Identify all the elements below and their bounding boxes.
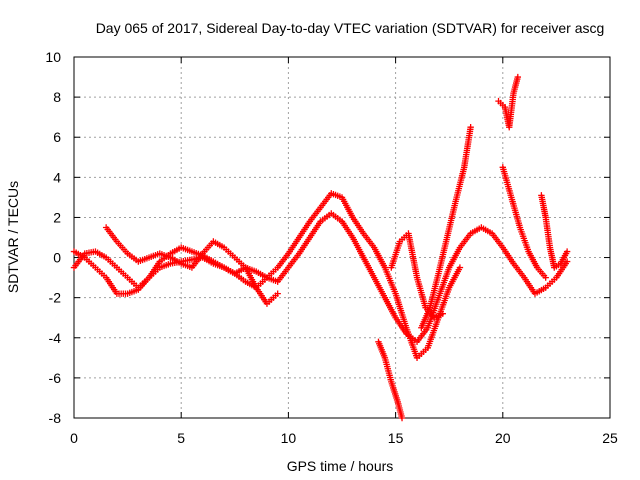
y-tick-label: 6 xyxy=(53,129,61,145)
y-tick-label: -6 xyxy=(49,370,62,386)
y-tick-label: -8 xyxy=(49,410,62,426)
x-tick-label: 20 xyxy=(495,430,511,446)
data-point xyxy=(439,310,446,317)
data-point xyxy=(398,414,406,422)
y-tick-label: 4 xyxy=(53,169,61,185)
x-tick-labels: 0 5 10 15 20 25 xyxy=(70,430,618,446)
y-tick-label: 0 xyxy=(53,250,61,266)
series-2 xyxy=(70,190,464,362)
series-4 xyxy=(375,338,406,422)
y-tick-label: -4 xyxy=(49,330,62,346)
y-tick-label: 8 xyxy=(53,89,61,105)
series-5 xyxy=(418,123,474,331)
x-tick-label: 15 xyxy=(388,430,404,446)
y-axis-label: SDTVAR / TECUs xyxy=(5,181,21,293)
data-point xyxy=(456,264,464,271)
data-point xyxy=(563,248,571,255)
series-9 xyxy=(388,230,446,321)
data-point xyxy=(563,258,571,265)
data-point xyxy=(274,290,281,297)
y-tick-labels: -8 -6 -4 -2 0 2 4 6 8 10 xyxy=(45,49,61,426)
chart-title: Day 065 of 2017, Sidereal Day-to-day VTE… xyxy=(96,20,605,36)
y-tick-label: -2 xyxy=(49,290,62,306)
series-1 xyxy=(70,210,571,345)
y-tick-label: 10 xyxy=(45,49,61,65)
series-8 xyxy=(538,192,571,271)
data-point xyxy=(542,274,549,281)
axis-ticks xyxy=(73,56,611,419)
plot-area xyxy=(70,73,571,422)
plot-frame xyxy=(73,56,611,419)
grid xyxy=(74,57,610,418)
series-3 xyxy=(102,224,281,307)
data-point xyxy=(467,123,474,131)
data-point xyxy=(514,73,522,81)
y-tick-label: 2 xyxy=(53,209,61,225)
x-tick-label: 0 xyxy=(70,430,78,446)
x-axis-label: GPS time / hours xyxy=(287,458,394,474)
series-6 xyxy=(495,73,522,131)
x-tick-label: 5 xyxy=(177,430,185,446)
x-tick-label: 25 xyxy=(602,430,618,446)
x-tick-label: 10 xyxy=(281,430,297,446)
series-7 xyxy=(499,164,549,281)
